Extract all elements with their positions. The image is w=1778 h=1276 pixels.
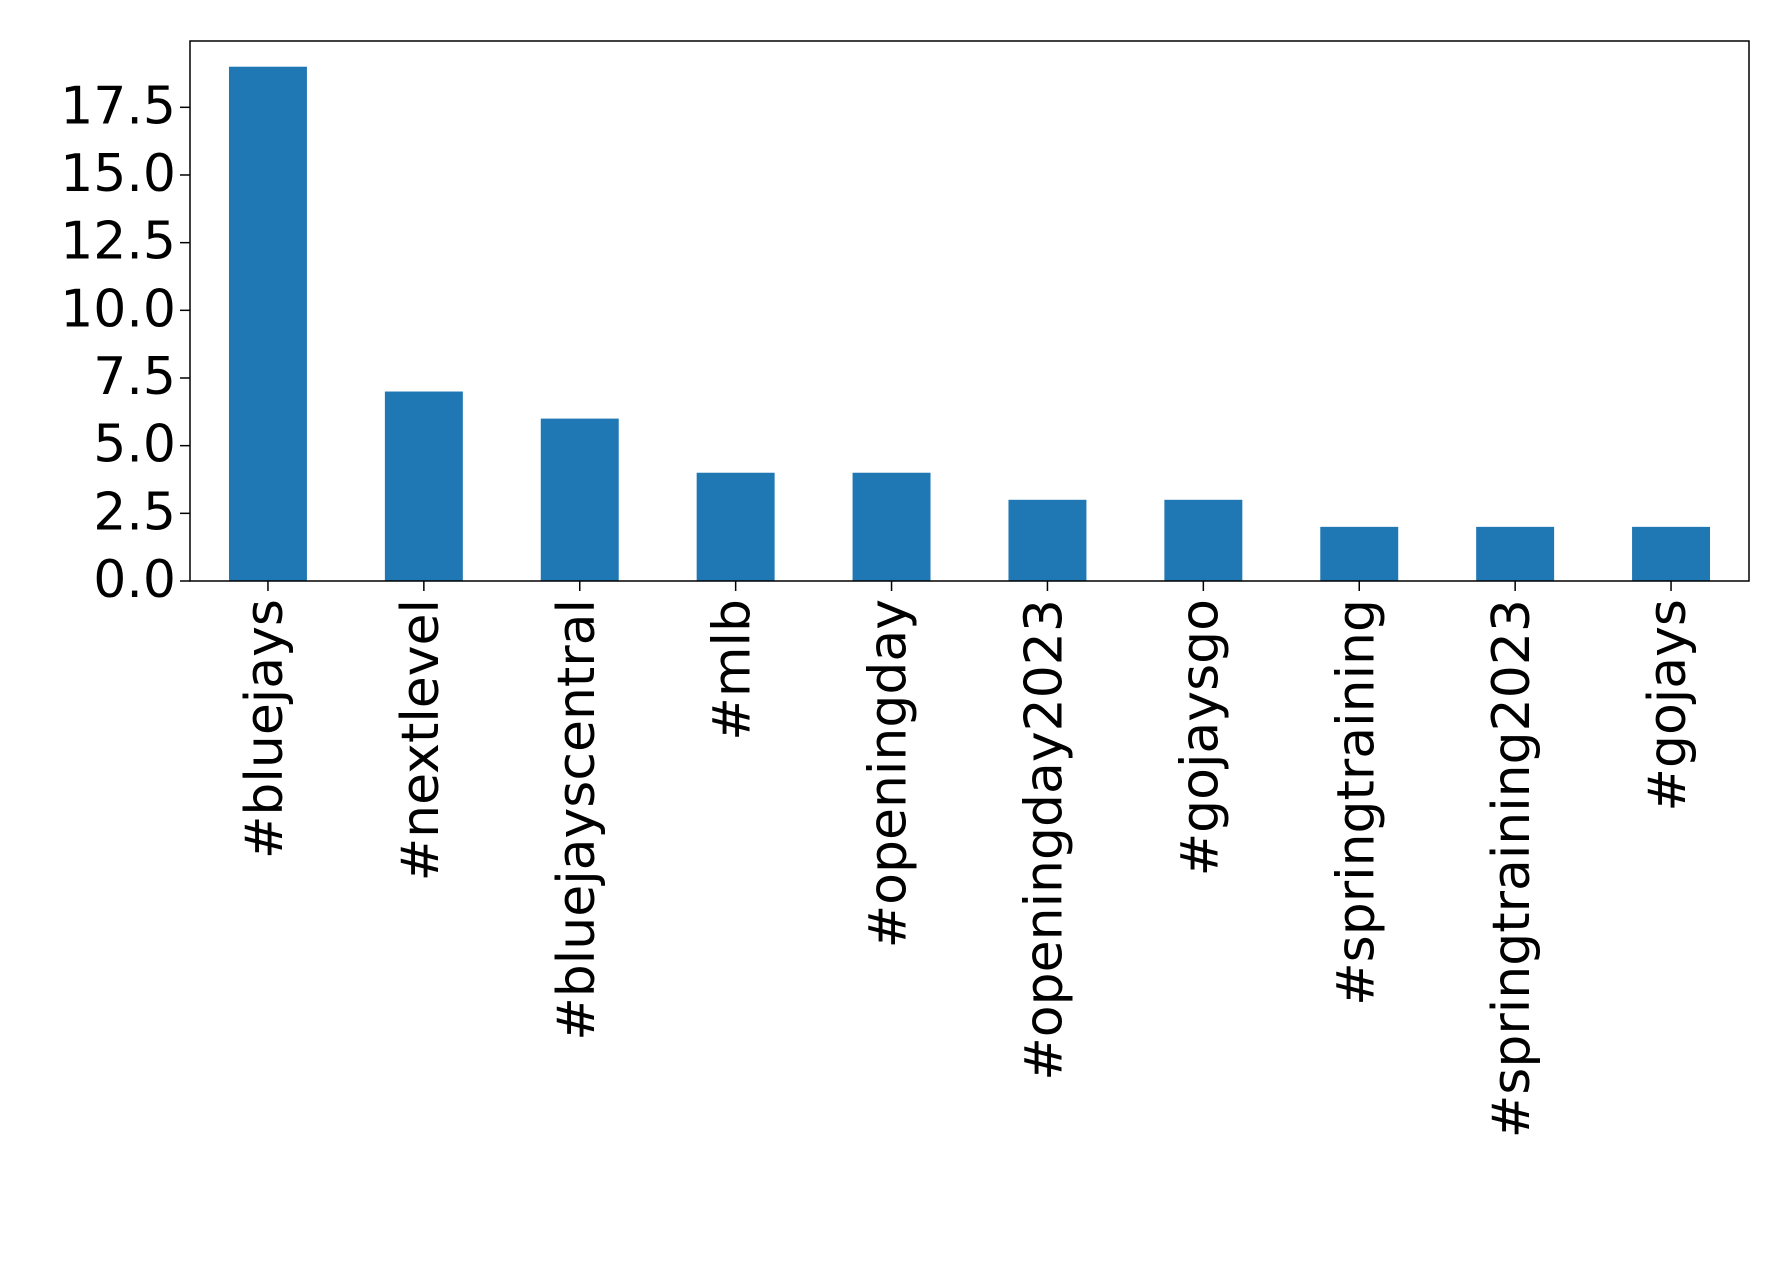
plot-frame (189, 40, 1750, 582)
x-tick-label: #mlb (703, 599, 763, 741)
bar (1476, 526, 1555, 581)
y-tick-label: 17.5 (60, 76, 176, 136)
x-tick-label: #springtraining2023 (1482, 599, 1542, 1138)
x-tick-label: #springtraining (1326, 599, 1386, 1006)
y-tick-label: 10.0 (60, 279, 176, 339)
x-tick-label: #openingday (859, 599, 919, 948)
y-tick-label: 15.0 (60, 144, 176, 204)
x-tick-label: #gojaysgo (1170, 599, 1230, 876)
x-tick-label: #nextlevel (391, 599, 451, 881)
x-tick-label: #gojays (1638, 599, 1698, 812)
y-tick-label: 5.0 (93, 415, 176, 475)
x-tick-label: #openingday2023 (1014, 599, 1074, 1081)
bar (1320, 526, 1399, 581)
bar (228, 66, 307, 581)
bar (1632, 526, 1711, 581)
y-tick-label: 12.5 (60, 212, 176, 272)
bar (540, 418, 619, 581)
y-tick-label: 0.0 (93, 550, 176, 610)
bar (1008, 499, 1087, 581)
bar (852, 472, 931, 581)
x-tick-label: #bluejayscentral (547, 599, 607, 1041)
bar (696, 472, 775, 581)
y-tick-label: 2.5 (93, 482, 176, 542)
bar (1164, 499, 1243, 581)
bar (384, 391, 463, 581)
y-tick-label: 7.5 (93, 347, 176, 407)
x-tick-label: #bluejays (235, 599, 295, 859)
